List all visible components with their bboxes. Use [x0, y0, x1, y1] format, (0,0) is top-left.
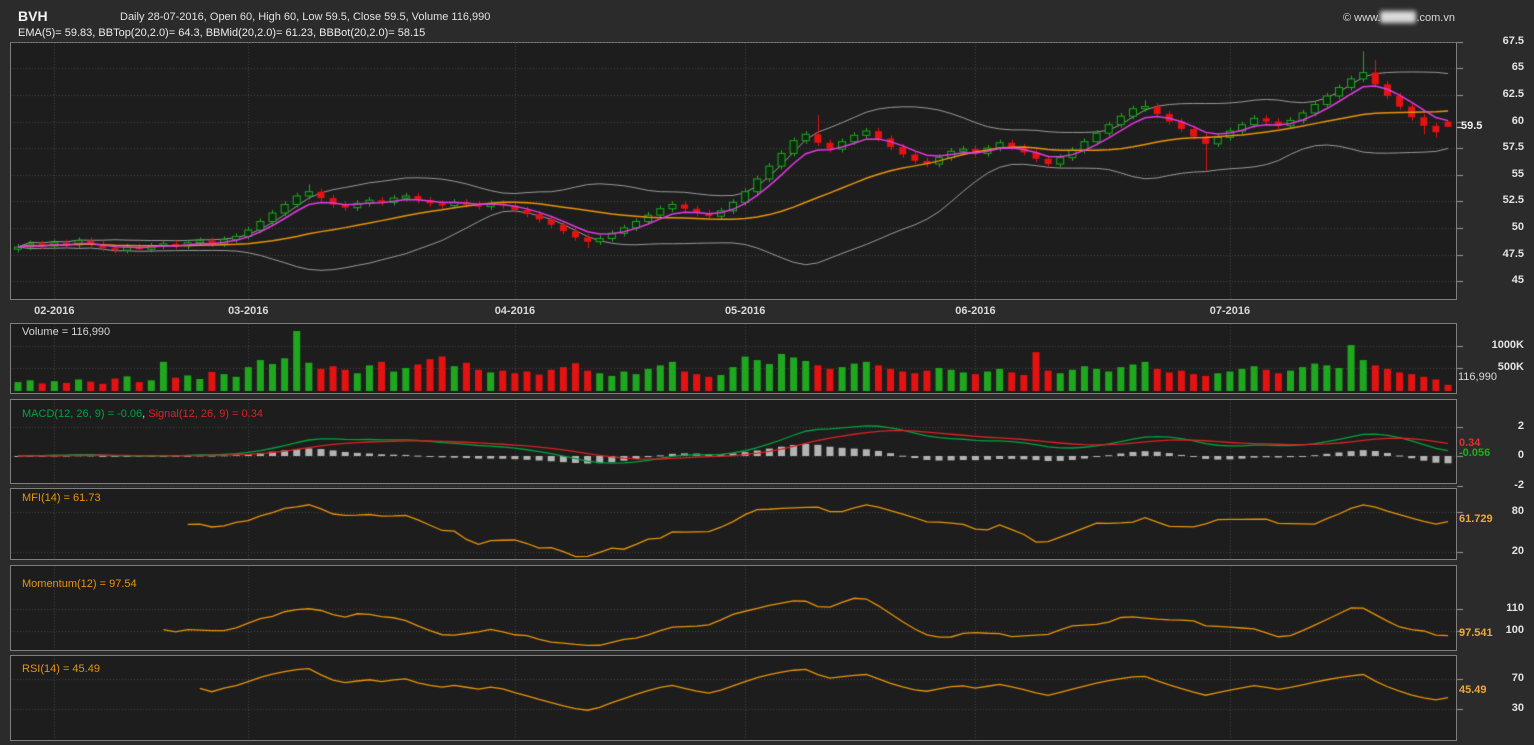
- copyright-suffix: .com.vn: [1416, 12, 1455, 24]
- price-axis-tick-label: 67.5: [1502, 34, 1524, 47]
- rsi-legend: RSI(14) = 45.49: [22, 663, 100, 675]
- price-axis-tick-label: 55: [1511, 167, 1524, 180]
- signal-value-label: 0.34: [1459, 437, 1481, 449]
- volume-axis-tick-label: 1000K: [1491, 339, 1524, 351]
- price-axis-tick-label: 50: [1511, 220, 1524, 233]
- macd-axis-tick-label: 0: [1517, 449, 1524, 461]
- last-price-label: 59.5: [1461, 120, 1483, 132]
- symbol-ticker: BVH: [18, 8, 48, 24]
- copyright-redacted-logo: [1380, 11, 1417, 23]
- price-axis-tick-label: 52.5: [1502, 194, 1524, 207]
- mfi-axis-tick-label: 20: [1511, 545, 1524, 557]
- mfi-axis-tick-label: 80: [1511, 505, 1524, 517]
- momentum-value-label: 97.541: [1459, 627, 1493, 639]
- macd-axis-tick-label: 2: [1517, 419, 1524, 432]
- copyright: © www. .com.vn: [1343, 11, 1455, 24]
- macd-axis-tick-label: -2: [1514, 478, 1524, 491]
- momentum-axis-tick-label: 110: [1506, 602, 1524, 614]
- price-axis-tick-label: 60: [1511, 114, 1524, 127]
- ohlc-summary: Daily 28-07-2016, Open 60, High 60, Low …: [120, 11, 491, 23]
- price-indicator-legend: EMA(5)= 59.83, BBTop(20,2.0)= 64.3, BBMi…: [18, 27, 426, 39]
- mfi-legend: MFI(14) = 61.73: [22, 492, 101, 504]
- mfi-value-label: 61.729: [1459, 513, 1493, 525]
- date-axis-label: 05-2016: [724, 305, 766, 317]
- volume-axis-tick-label: 500K: [1497, 361, 1524, 373]
- copyright-prefix: © www.: [1343, 12, 1381, 24]
- macd-legend-macd: MACD(12, 26, 9) = -0.06: [22, 408, 143, 420]
- volume-legend: Volume = 116,990: [22, 326, 111, 338]
- rsi-value-label: 45.49: [1459, 684, 1487, 696]
- macd-legend-separator: ,: [142, 408, 149, 420]
- price-axis-tick-label: 65: [1511, 61, 1524, 74]
- macd-legend: MACD(12, 26, 9) = -0.06, Signal(12, 26, …: [22, 408, 263, 420]
- price-axis-tick-label: 47.5: [1502, 247, 1524, 260]
- momentum-axis-tick-label: 100: [1505, 624, 1524, 636]
- price-axis-tick-label: 45: [1511, 274, 1524, 287]
- macd-value-label: -0.056: [1459, 447, 1491, 459]
- rsi-axis-tick-label: 70: [1511, 672, 1524, 684]
- rsi-axis-tick-label: 30: [1511, 702, 1524, 714]
- momentum-legend: Momentum(12) = 97.54: [22, 578, 137, 590]
- date-axis-label: 02-2016: [34, 305, 75, 317]
- date-axis-label: 03-2016: [228, 305, 269, 317]
- date-axis-label: 07-2016: [1209, 305, 1251, 317]
- date-axis-label: 06-2016: [955, 305, 996, 317]
- macd-legend-signal: Signal(12, 26, 9) = 0.34: [148, 408, 263, 420]
- date-axis-label: 04-2016: [494, 305, 536, 317]
- price-axis-tick-label: 57.5: [1502, 141, 1524, 154]
- last-volume-label: 116,990: [1458, 371, 1497, 383]
- price-axis-tick-label: 62.5: [1502, 87, 1524, 100]
